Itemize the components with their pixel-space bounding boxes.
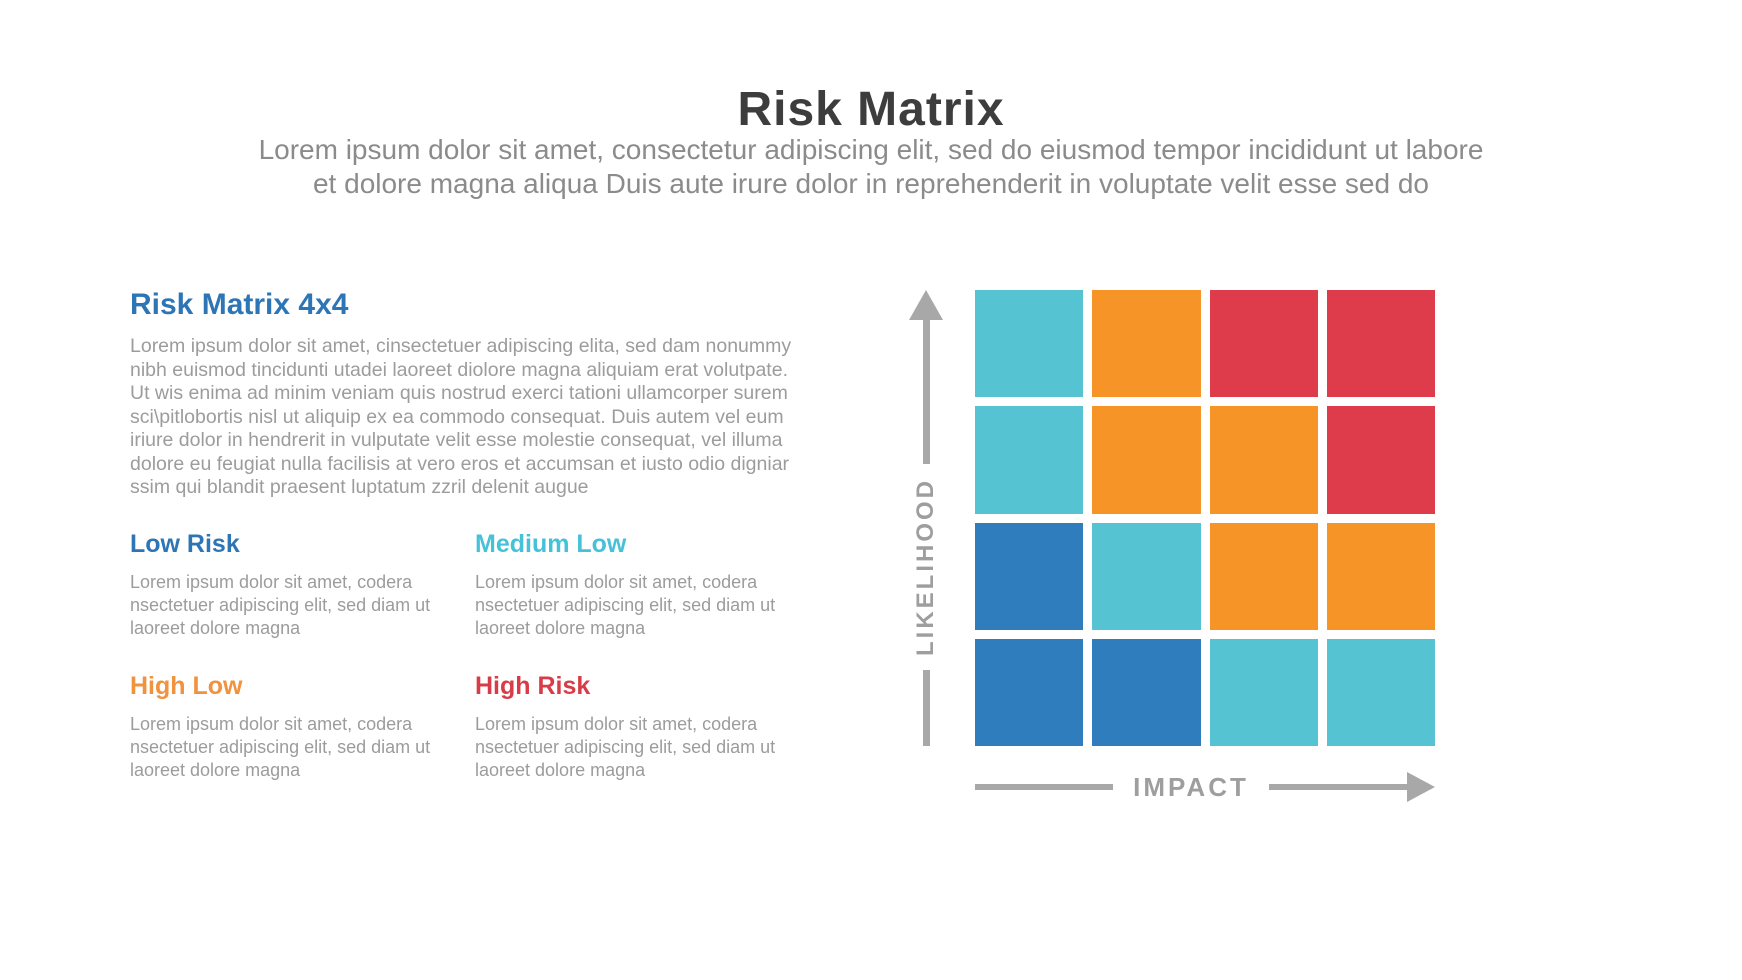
matrix-cell-r3c2-medium-low: [1092, 522, 1201, 630]
likelihood-axis-label: LIKELIHOOD: [912, 478, 939, 657]
likelihood-axis-line-top: [922, 320, 930, 465]
risk-item-low-risk-body: Lorem ipsum dolor sit amet, codera nsect…: [130, 571, 431, 638]
matrix-cell-r2c1-medium-low: [975, 406, 1084, 514]
likelihood-axis-line-bottom: [922, 670, 930, 746]
up-arrow-icon: [909, 290, 943, 320]
risk-item-high-low-label: High Low: [130, 671, 243, 700]
likelihood-axis: LIKELIHOOD: [903, 290, 949, 746]
page-title: Risk Matrix: [737, 83, 1005, 137]
risk-item-medium-low: Medium Low Lorem ipsum dolor sit amet, c…: [475, 530, 785, 640]
matrix-cell-r1c1-medium-low: [975, 290, 1084, 398]
section-heading-risk-matrix-4x4: Risk Matrix 4x4: [130, 288, 349, 321]
risk-item-medium-low-label: Medium Low: [475, 529, 627, 558]
right-arrow-icon: [1407, 772, 1436, 802]
risk-item-high-risk: High Risk Lorem ipsum dolor sit amet, co…: [475, 672, 785, 782]
risk-item-high-low-body: Lorem ipsum dolor sit amet, codera nsect…: [130, 713, 431, 780]
section-paragraph: Lorem ipsum dolor sit amet, cinsectetuer…: [130, 335, 792, 498]
risk-item-medium-low-body: Lorem ipsum dolor sit amet, codera nsect…: [475, 571, 776, 638]
matrix-cell-r1c2-high-low: [1092, 290, 1201, 398]
risk-matrix-grid: [975, 290, 1435, 746]
risk-item-low-risk: Low Risk Lorem ipsum dolor sit amet, cod…: [130, 530, 440, 640]
matrix-cell-r3c3-high-low: [1209, 522, 1318, 630]
impact-axis-line-left: [975, 784, 1114, 790]
matrix-cell-r4c2-low: [1092, 638, 1201, 746]
impact-axis: IMPACT: [975, 771, 1436, 802]
matrix-cell-r4c3-medium-low: [1209, 638, 1318, 746]
risk-item-high-risk-label: High Risk: [475, 671, 591, 700]
impact-axis-label: IMPACT: [1133, 771, 1249, 802]
risk-item-low-risk-label: Low Risk: [130, 529, 240, 558]
page-subtitle: Lorem ipsum dolor sit amet, consectetur …: [121, 133, 1621, 201]
subtitle-line-2: et dolore magna aliqua Duis aute irure d…: [312, 168, 1429, 199]
matrix-cell-r3c1-low: [975, 522, 1084, 630]
matrix-cell-r2c2-high-low: [1092, 406, 1201, 514]
subtitle-line-1: Lorem ipsum dolor sit amet, consectetur …: [258, 134, 1484, 165]
risk-item-high-low: High Low Lorem ipsum dolor sit amet, cod…: [130, 672, 440, 782]
impact-axis-line-right: [1268, 784, 1408, 790]
matrix-cell-r4c4-medium-low: [1326, 638, 1435, 746]
risk-item-high-risk-body: Lorem ipsum dolor sit amet, codera nsect…: [475, 713, 776, 780]
risk-items-grid: Low Risk Lorem ipsum dolor sit amet, cod…: [130, 530, 798, 782]
matrix-cell-r3c4-high-low: [1326, 522, 1435, 630]
matrix-cell-r4c1-low: [975, 638, 1084, 746]
matrix-cell-r2c4-high-risk: [1326, 406, 1435, 514]
left-content-block: Risk Matrix 4x4 Lorem ipsum dolor sit am…: [130, 288, 798, 782]
matrix-cell-r1c4-high-risk: [1326, 290, 1435, 398]
matrix-cell-r2c3-high-low: [1209, 406, 1318, 514]
matrix-cell-r1c3-high-risk: [1209, 290, 1318, 398]
